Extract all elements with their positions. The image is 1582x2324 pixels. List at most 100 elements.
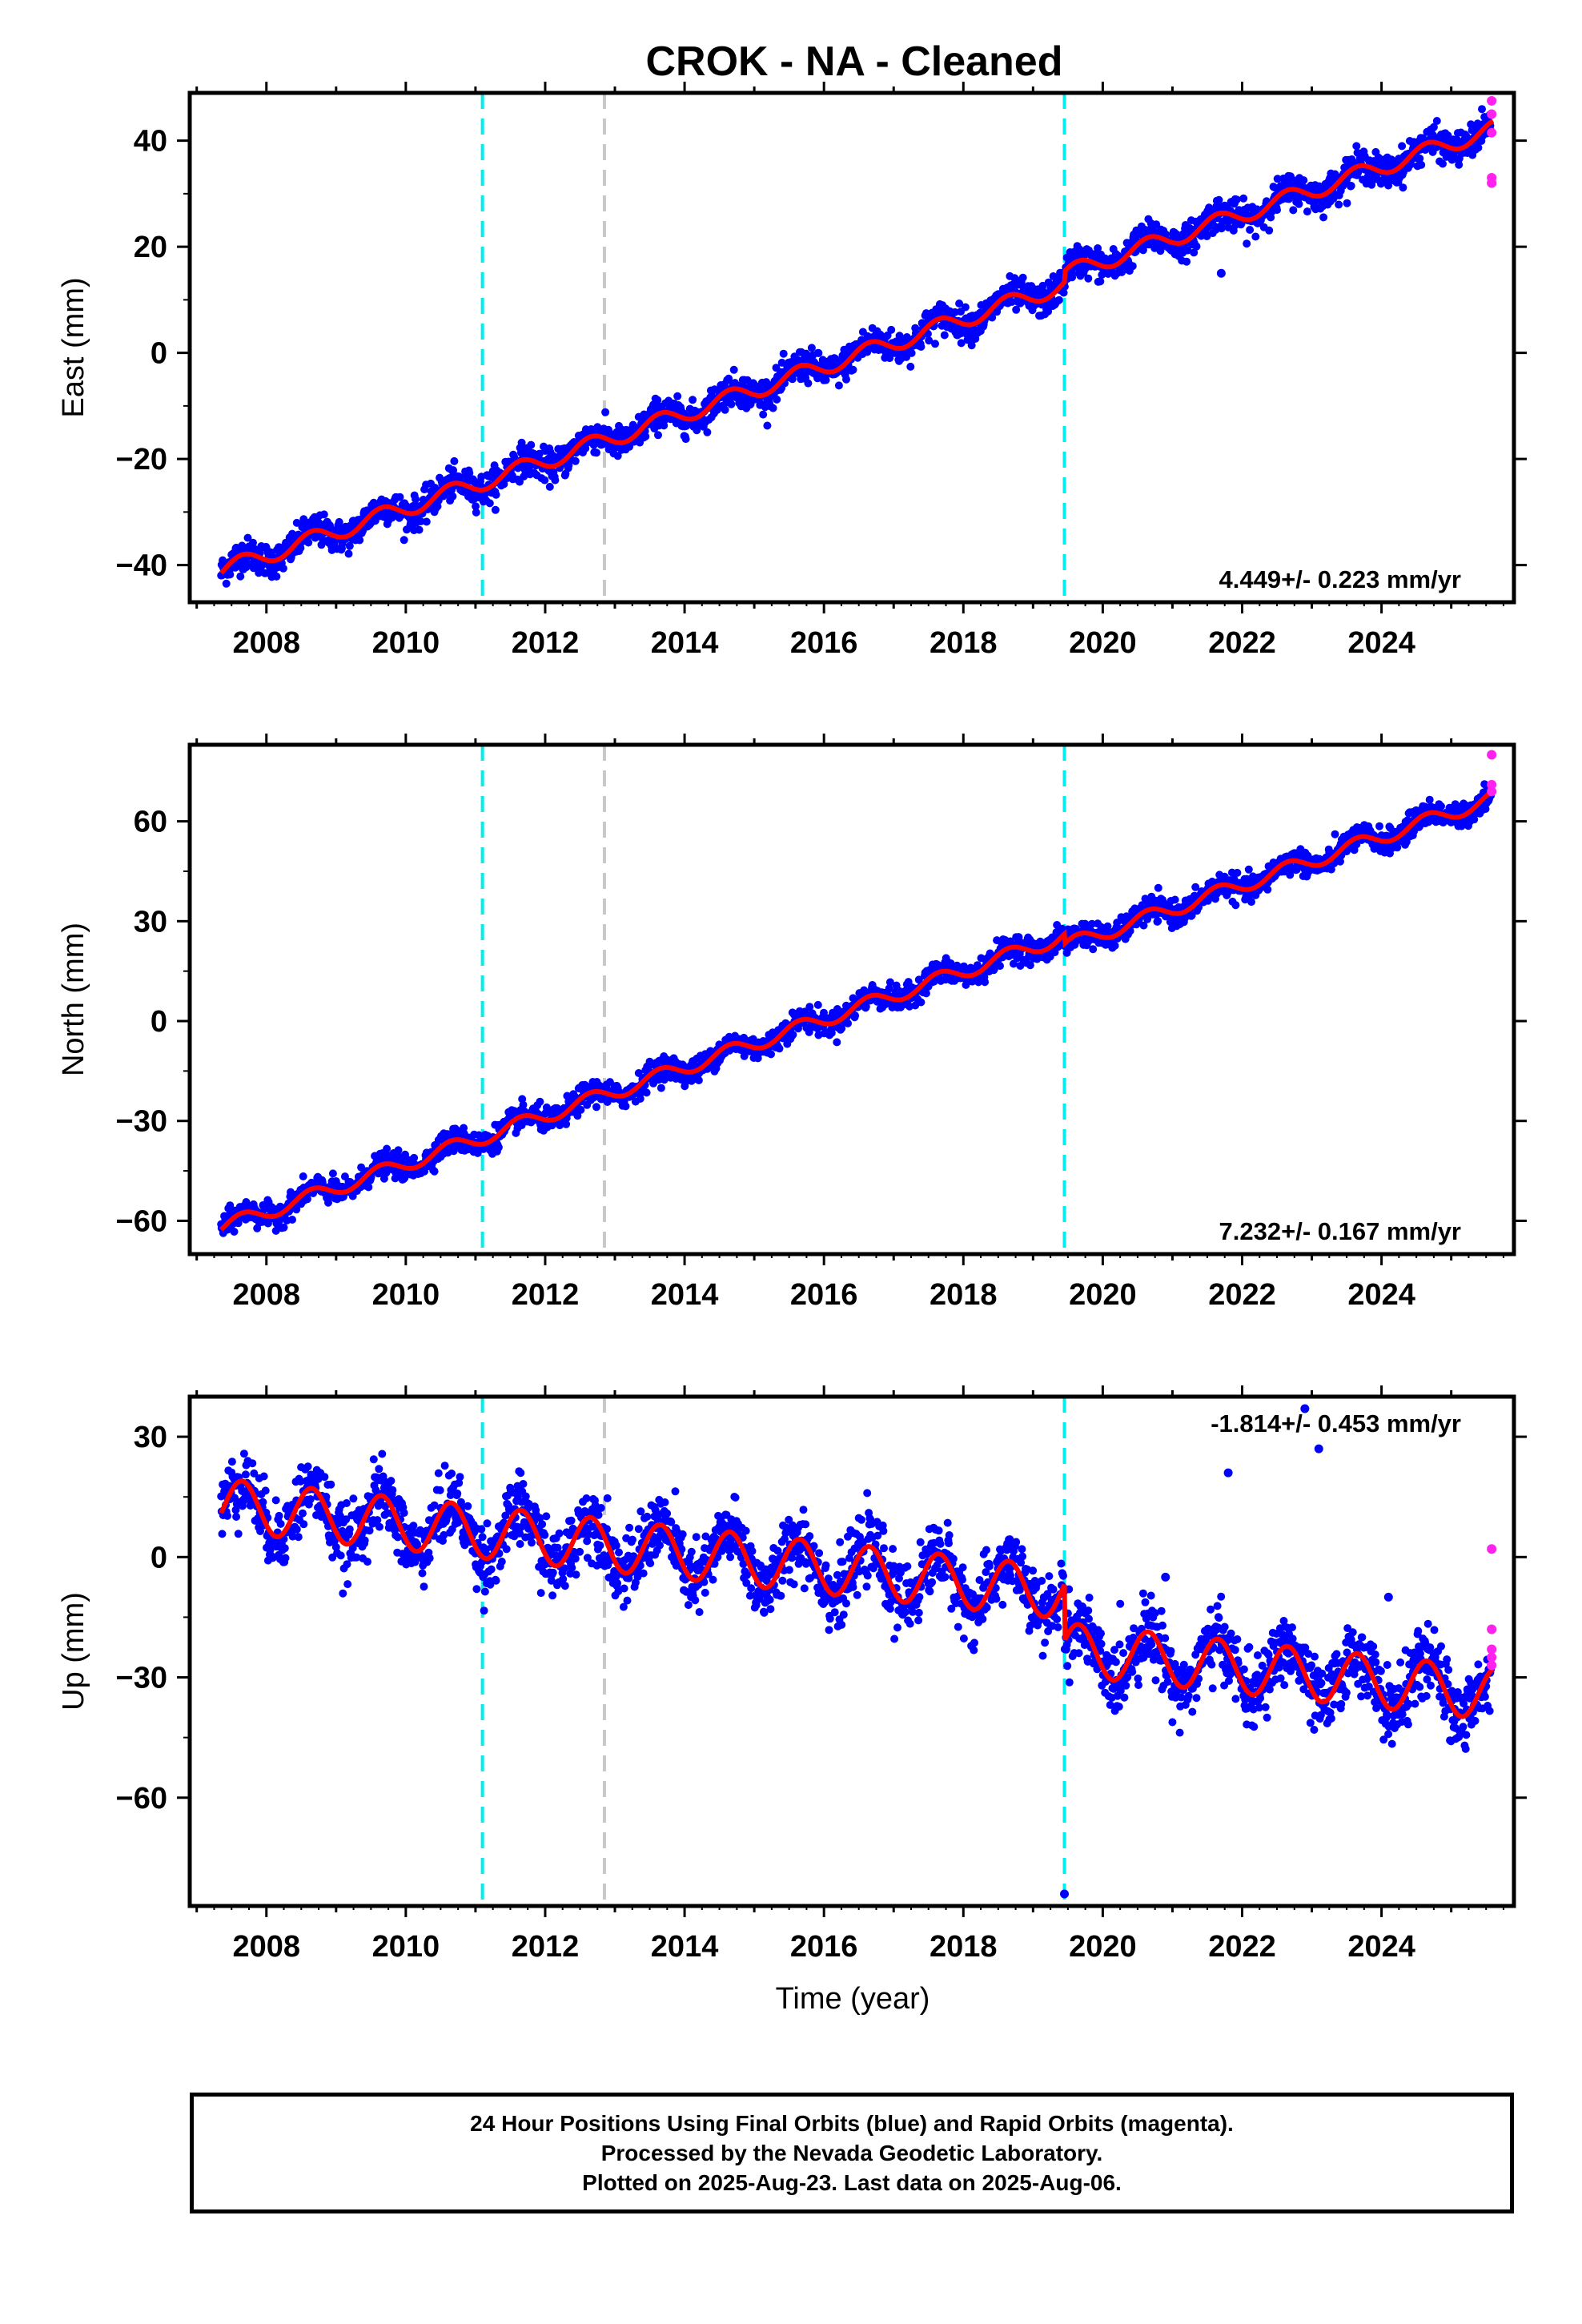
data-point xyxy=(1089,945,1098,954)
rate-label: 4.449+/- 0.223 mm/yr xyxy=(1219,565,1461,593)
data-point xyxy=(1183,246,1192,255)
data-point xyxy=(1429,123,1438,131)
final-orbit-points xyxy=(217,105,1496,588)
data-point xyxy=(314,518,323,526)
plot-area xyxy=(217,93,1497,602)
data-point xyxy=(763,421,772,430)
data-point xyxy=(400,536,408,545)
data-point xyxy=(1008,297,1016,306)
data-point xyxy=(394,1146,403,1155)
plot-area xyxy=(217,745,1497,1254)
x-tick-label: 2020 xyxy=(1069,626,1137,660)
data-point xyxy=(1130,904,1139,913)
data-point xyxy=(861,1002,870,1011)
plot-frame xyxy=(187,90,1516,605)
data-point xyxy=(767,1050,775,1059)
data-point xyxy=(226,570,235,579)
data-point xyxy=(304,538,313,547)
data-point xyxy=(357,1163,366,1172)
rapid-orbit-point xyxy=(1487,127,1497,138)
data-point xyxy=(885,978,894,987)
data-point xyxy=(1154,917,1162,926)
rapid-orbit-point xyxy=(1487,109,1497,119)
data-point xyxy=(1215,195,1223,204)
data-point xyxy=(491,505,500,514)
data-point xyxy=(1286,870,1295,879)
x-tick-label: 2012 xyxy=(512,626,580,660)
data-point xyxy=(272,572,281,581)
data-point xyxy=(1398,142,1407,151)
data-point xyxy=(1113,919,1122,927)
data-point xyxy=(519,1100,528,1109)
data-point xyxy=(345,541,354,550)
data-point xyxy=(243,533,252,542)
data-point xyxy=(573,1112,582,1120)
data-point xyxy=(725,374,733,383)
data-point xyxy=(1246,226,1255,234)
data-point xyxy=(1331,830,1339,838)
data-point xyxy=(430,1167,439,1176)
data-point xyxy=(344,549,353,558)
data-point xyxy=(1251,232,1260,241)
data-point xyxy=(1044,307,1053,316)
data-point xyxy=(450,456,459,465)
data-point xyxy=(641,432,650,440)
data-point xyxy=(981,978,990,987)
data-point xyxy=(925,336,934,345)
data-point xyxy=(230,1228,239,1236)
x-tick-label: 2024 xyxy=(1347,626,1415,660)
data-point xyxy=(727,400,736,408)
rapid-orbit-point xyxy=(1487,178,1497,188)
data-point xyxy=(694,1076,703,1084)
data-point xyxy=(1154,883,1162,892)
data-point xyxy=(1084,274,1093,283)
y-tick-label: 20 xyxy=(134,231,167,264)
data-point xyxy=(415,525,424,534)
data-point xyxy=(222,579,231,588)
x-tick-label: 2014 xyxy=(651,626,719,660)
data-point xyxy=(1295,199,1303,208)
data-point xyxy=(592,1103,600,1112)
data-point xyxy=(931,340,939,348)
data-point xyxy=(581,444,590,452)
data-point xyxy=(422,517,431,526)
y-tick-label: −40 xyxy=(116,549,167,583)
data-point xyxy=(562,1120,571,1128)
data-point xyxy=(654,431,662,440)
data-point xyxy=(851,1011,860,1020)
data-point xyxy=(410,1153,419,1162)
data-point xyxy=(485,499,494,508)
data-point xyxy=(906,362,915,371)
data-point xyxy=(236,572,245,581)
data-point xyxy=(807,344,816,352)
data-point xyxy=(1273,206,1281,215)
data-point xyxy=(1103,922,1112,931)
data-point xyxy=(681,435,690,444)
data-point xyxy=(636,1095,644,1103)
data-point xyxy=(1233,868,1242,877)
data-point xyxy=(885,984,893,993)
data-point xyxy=(907,348,916,357)
data-point xyxy=(1399,183,1407,192)
data-point xyxy=(1354,168,1363,177)
data-point xyxy=(1319,213,1328,222)
data-point xyxy=(1096,277,1105,286)
y-tick-label: −20 xyxy=(116,443,167,476)
data-point xyxy=(383,1144,391,1153)
data-point xyxy=(814,348,823,357)
data-point xyxy=(1010,959,1018,968)
data-point xyxy=(465,468,474,477)
data-point xyxy=(1289,206,1298,215)
data-point xyxy=(551,476,560,485)
panel-2: 2008 2010 2012 2014 2016 2018 2020 2022 2024−60−… xyxy=(57,734,1527,1312)
data-point xyxy=(1217,224,1226,233)
data-point xyxy=(1054,296,1063,304)
data-point xyxy=(959,962,968,971)
data-point xyxy=(844,1019,852,1027)
data-point xyxy=(1352,142,1361,151)
data-point xyxy=(813,1000,822,1009)
data-point xyxy=(1152,220,1161,229)
data-point xyxy=(621,1102,630,1111)
data-point xyxy=(500,480,508,489)
data-point xyxy=(1263,885,1272,894)
